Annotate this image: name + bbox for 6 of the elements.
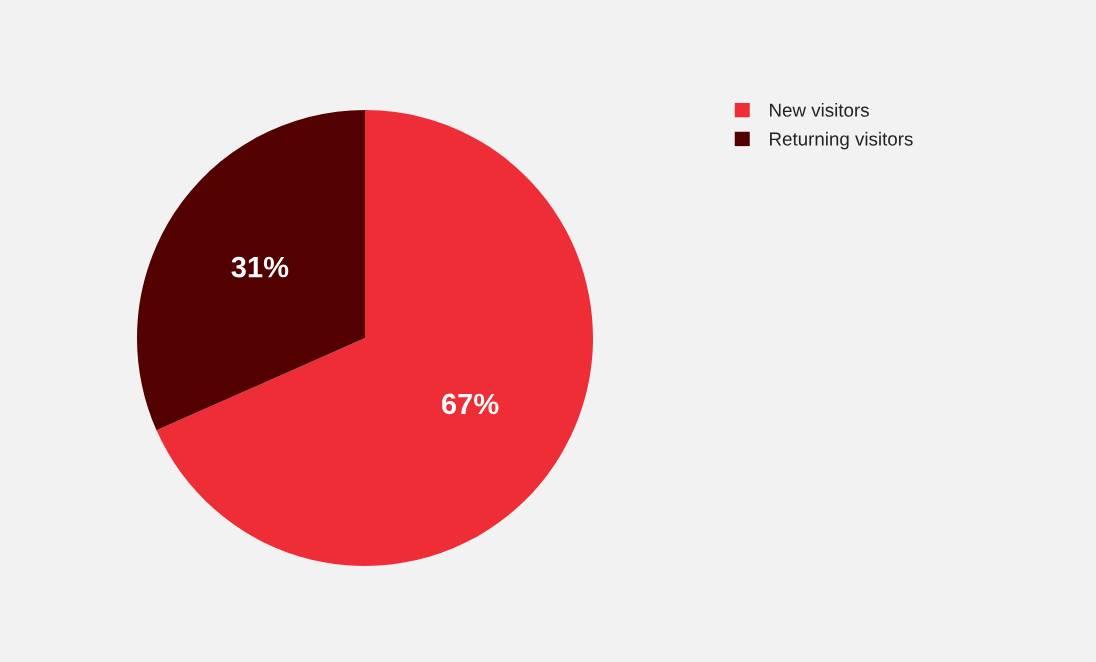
data-label: 31% [231,256,289,278]
legend-label: New visitors [770,103,869,117]
data-label: 67% [441,393,499,415]
legend-label: Returning visitors [770,131,913,150]
pie-slice [156,110,593,566]
pie-slice [137,110,365,431]
